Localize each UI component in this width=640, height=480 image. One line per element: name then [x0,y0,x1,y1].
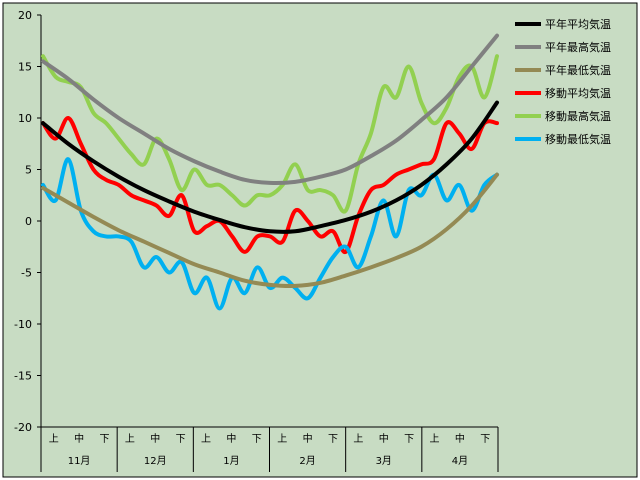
x-axis: 上 中 下 上 中 下 上 中 下 上 中 下 上 中 下 上 中 下 11月 12月 1月 2月 3月 4月 [40,426,499,472]
y-tick-label: -10 [14,318,32,331]
x-period-label: 上 [430,433,440,445]
series-layer [41,33,499,311]
x-month-label: 3月 [376,455,392,467]
x-period-label: 下 [480,434,490,445]
plot-background [41,15,498,427]
x-month-label: 2月 [299,455,315,467]
x-period-label: 下 [252,434,262,445]
x-period-label: 中 [303,432,313,445]
x-period-label: 下 [176,434,186,445]
y-axis: -20 -15 -10 -5 0 5 10 15 20 [14,9,42,434]
series-line [41,100,499,234]
x-period-label: 下 [328,434,338,445]
x-month-label: 11月 [68,455,91,467]
series-line [41,33,499,186]
x-period-label: 中 [74,432,84,445]
x-period-label: 中 [150,432,160,445]
series-line [41,157,499,311]
series-line [41,116,499,254]
series-line [41,172,499,288]
x-period-label: 上 [49,433,59,445]
legend-label: 平年最低気温 [545,63,611,77]
series-line [41,54,499,214]
x-period-label: 下 [404,434,414,445]
x-period-label: 中 [379,432,389,445]
x-month-label: 1月 [223,455,239,467]
y-tick-label: 5 [25,164,32,177]
x-month-label: 12月 [144,455,167,467]
legend-label: 移動平均気温 [545,86,611,100]
x-period-label: 中 [226,432,236,445]
legend-label: 平年平均気温 [545,17,611,31]
y-tick-label: -20 [14,421,32,434]
x-period-label: 上 [353,433,363,445]
x-period-label: 中 [455,432,465,445]
y-tick-label: -5 [21,267,32,280]
x-period-label: 下 [99,434,109,445]
y-tick-label: 10 [18,112,32,125]
x-period-label: 上 [125,433,135,445]
plot-area [41,15,498,427]
y-tick-label: 15 [18,61,32,74]
legend-label: 移動最高気温 [545,109,611,123]
legend-label: 平年最高気温 [545,40,611,54]
x-period-label: 上 [201,433,211,445]
y-tick-label: 0 [25,215,32,228]
x-period-label: 上 [277,433,287,445]
y-tick-label: 20 [18,9,32,22]
x-month-label: 4月 [452,455,468,467]
legend-label: 移動最低気温 [545,132,611,146]
y-tick-label: -15 [14,370,32,383]
